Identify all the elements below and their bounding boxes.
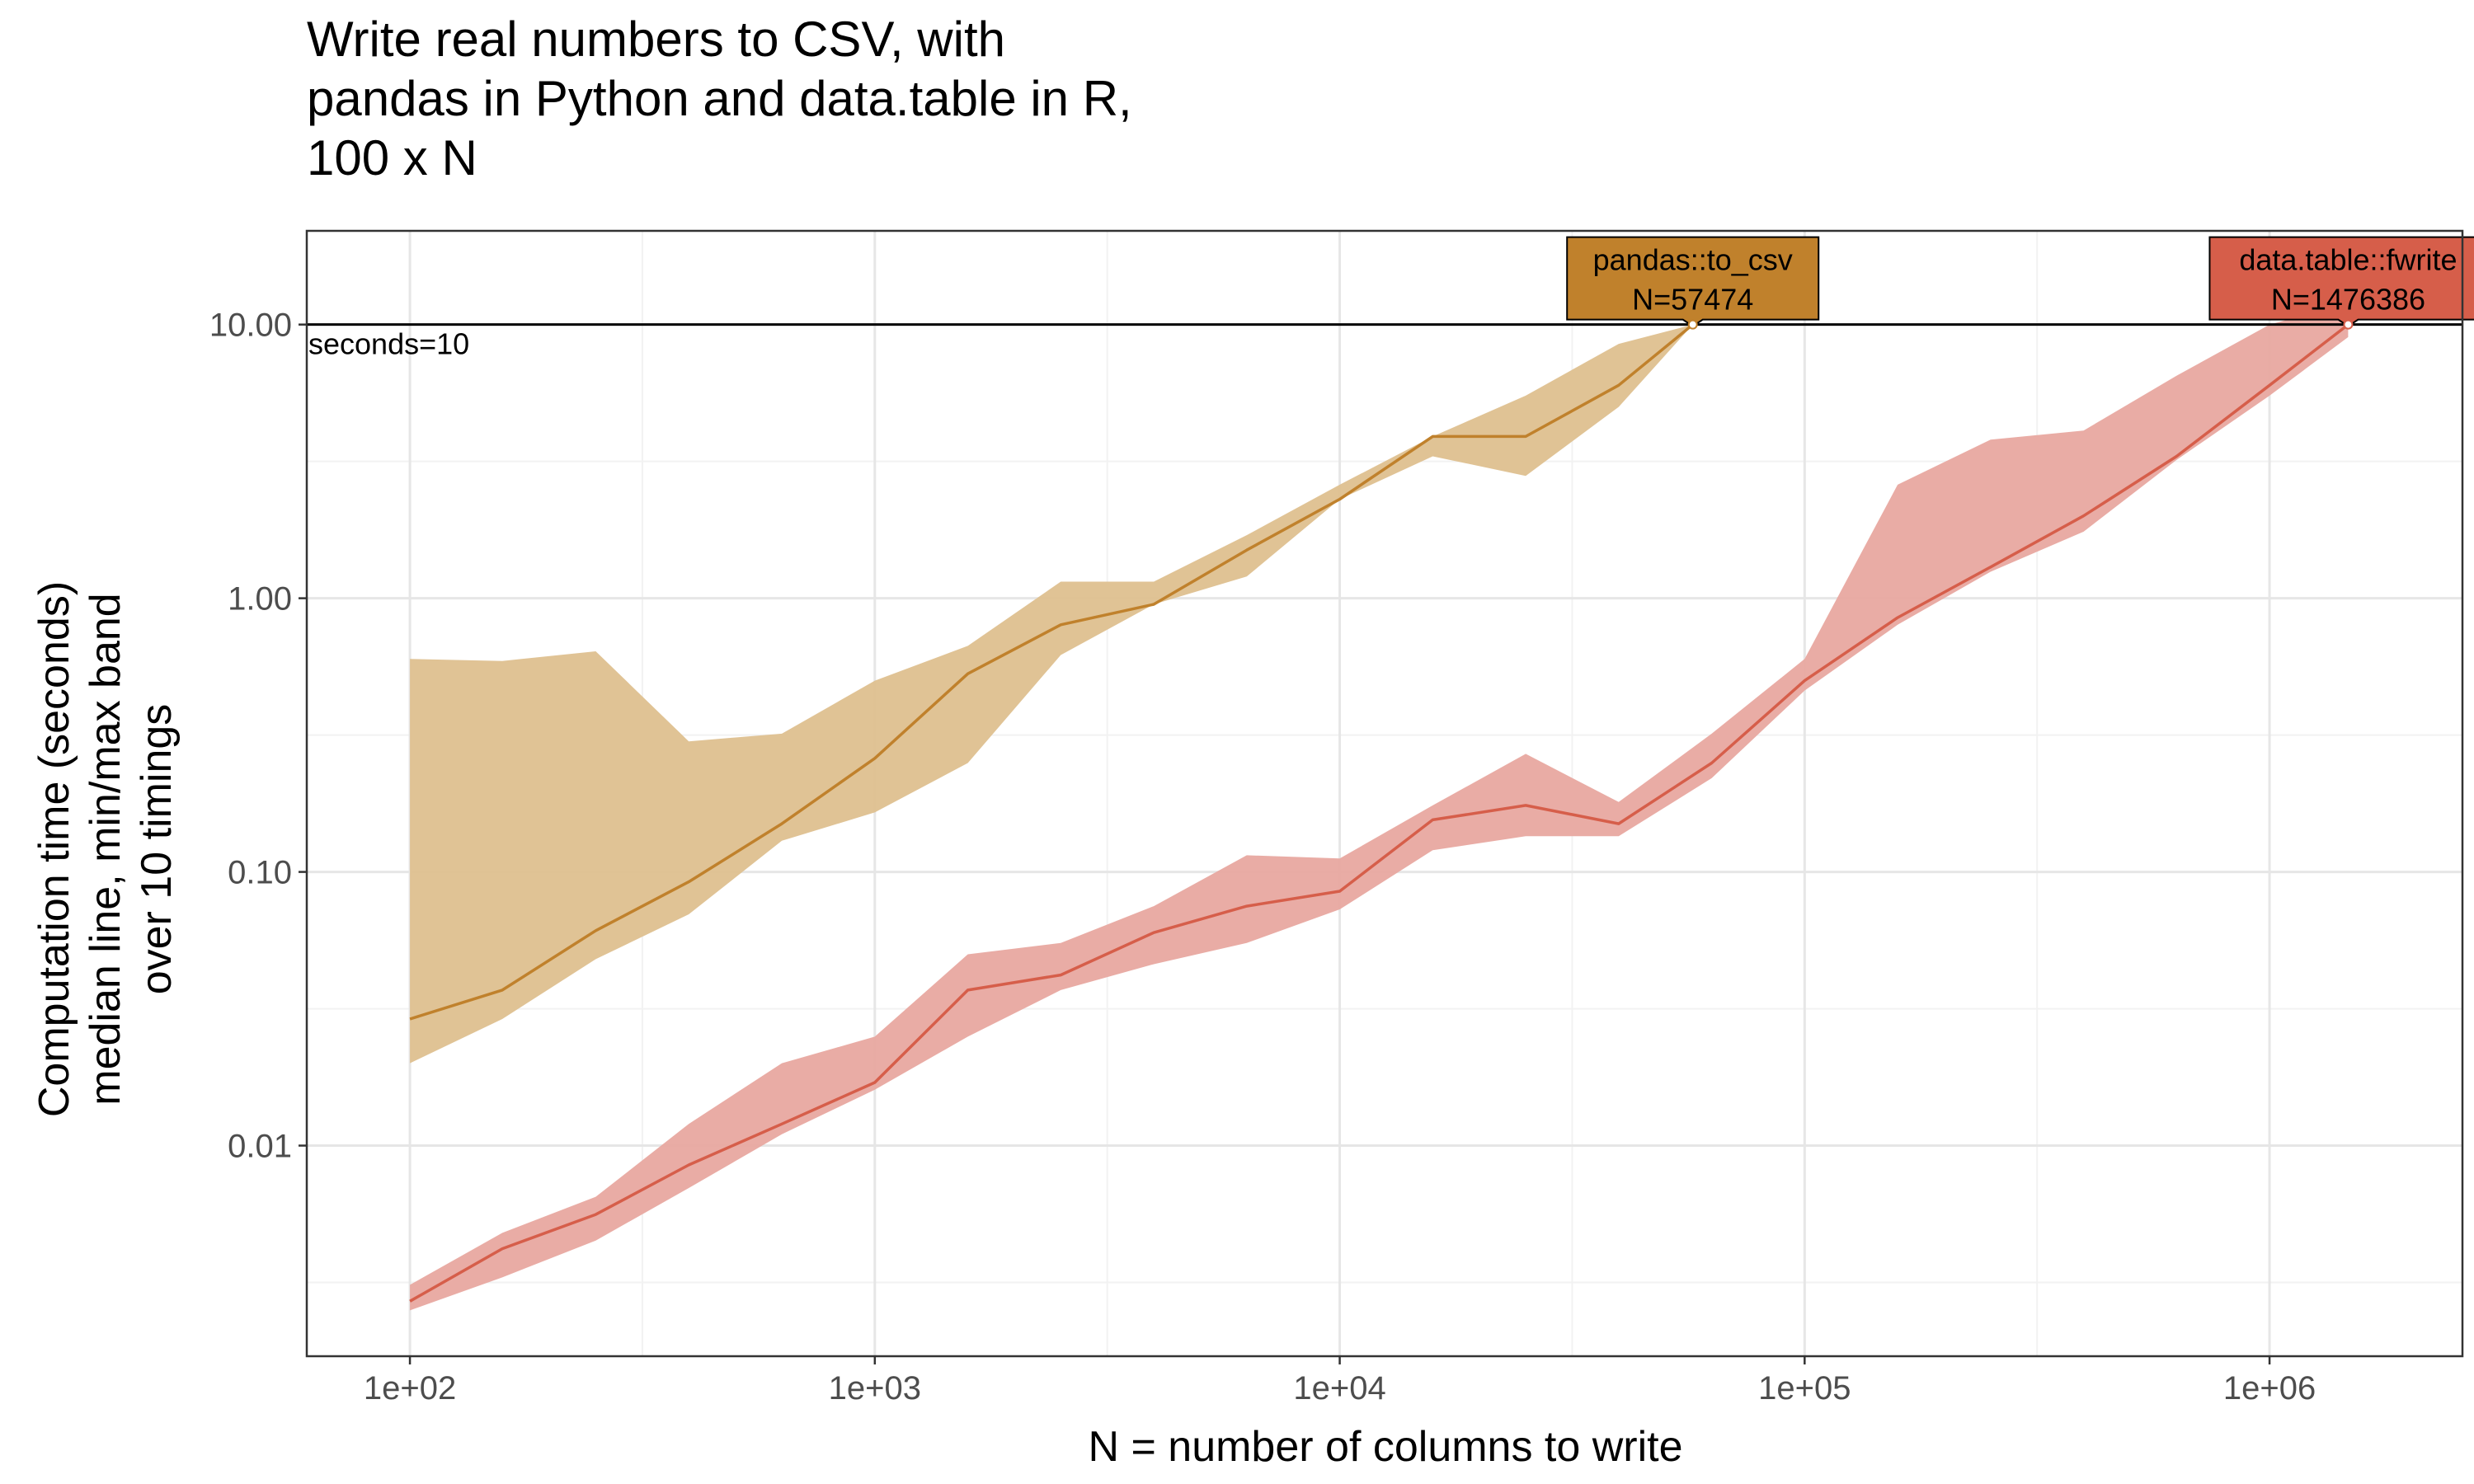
hline-label: seconds=10 [308, 327, 469, 361]
x-tick-label: 1e+05 [1758, 1370, 1851, 1407]
x-tick-label: 1e+06 [2223, 1370, 2316, 1407]
series-end-point-0 [1687, 319, 1698, 330]
chart-title-line-2: pandas in Python and data.table in R, [307, 71, 1132, 126]
y-axis-title-line-2: median line, min/max band [82, 593, 129, 1105]
x-tick-label: 1e+03 [829, 1370, 921, 1407]
y-axis-title-line-3: over 10 timings [133, 704, 181, 995]
median-line-series-0 [409, 323, 1694, 1021]
series-end-label-box-0 [1566, 236, 1820, 327]
series-end-label-box-1 [2208, 236, 2474, 327]
series-end-label-n-1: N=1476386 [2271, 283, 2425, 317]
y-tick-label: 0.10 [228, 855, 292, 891]
series-end-label-name-1: data.table::fwrite [2239, 243, 2457, 277]
y-tick-label: 1.00 [228, 581, 292, 618]
x-tick-label: 1e+02 [364, 1370, 456, 1407]
series-end-point-1 [2343, 319, 2354, 330]
series-end-label-n-0: N=57474 [1632, 283, 1753, 317]
series-end-label-name-0: pandas::to_csv [1593, 243, 1793, 277]
chart-title: Write real numbers to CSV, with pandas i… [307, 12, 1132, 186]
panel-border [305, 229, 2464, 1358]
x-axis-title: N = number of columns to write [1088, 1423, 1682, 1471]
y-axis-title: Computation time (seconds) median line, … [31, 581, 181, 1117]
median-line-series-1 [409, 323, 2349, 1303]
x-tick-label: 1e+04 [1293, 1370, 1385, 1407]
chart-title-line-1: Write real numbers to CSV, with [307, 12, 1005, 67]
band-series-1 [410, 303, 2349, 1311]
chart-title-line-3: 100 x N [307, 130, 477, 186]
y-tick-label: 10.00 [209, 308, 292, 344]
y-tick-label: 0.01 [228, 1129, 292, 1165]
y-axis-title-line-1: Computation time (seconds) [31, 581, 78, 1117]
band-series-0 [410, 324, 1693, 1064]
